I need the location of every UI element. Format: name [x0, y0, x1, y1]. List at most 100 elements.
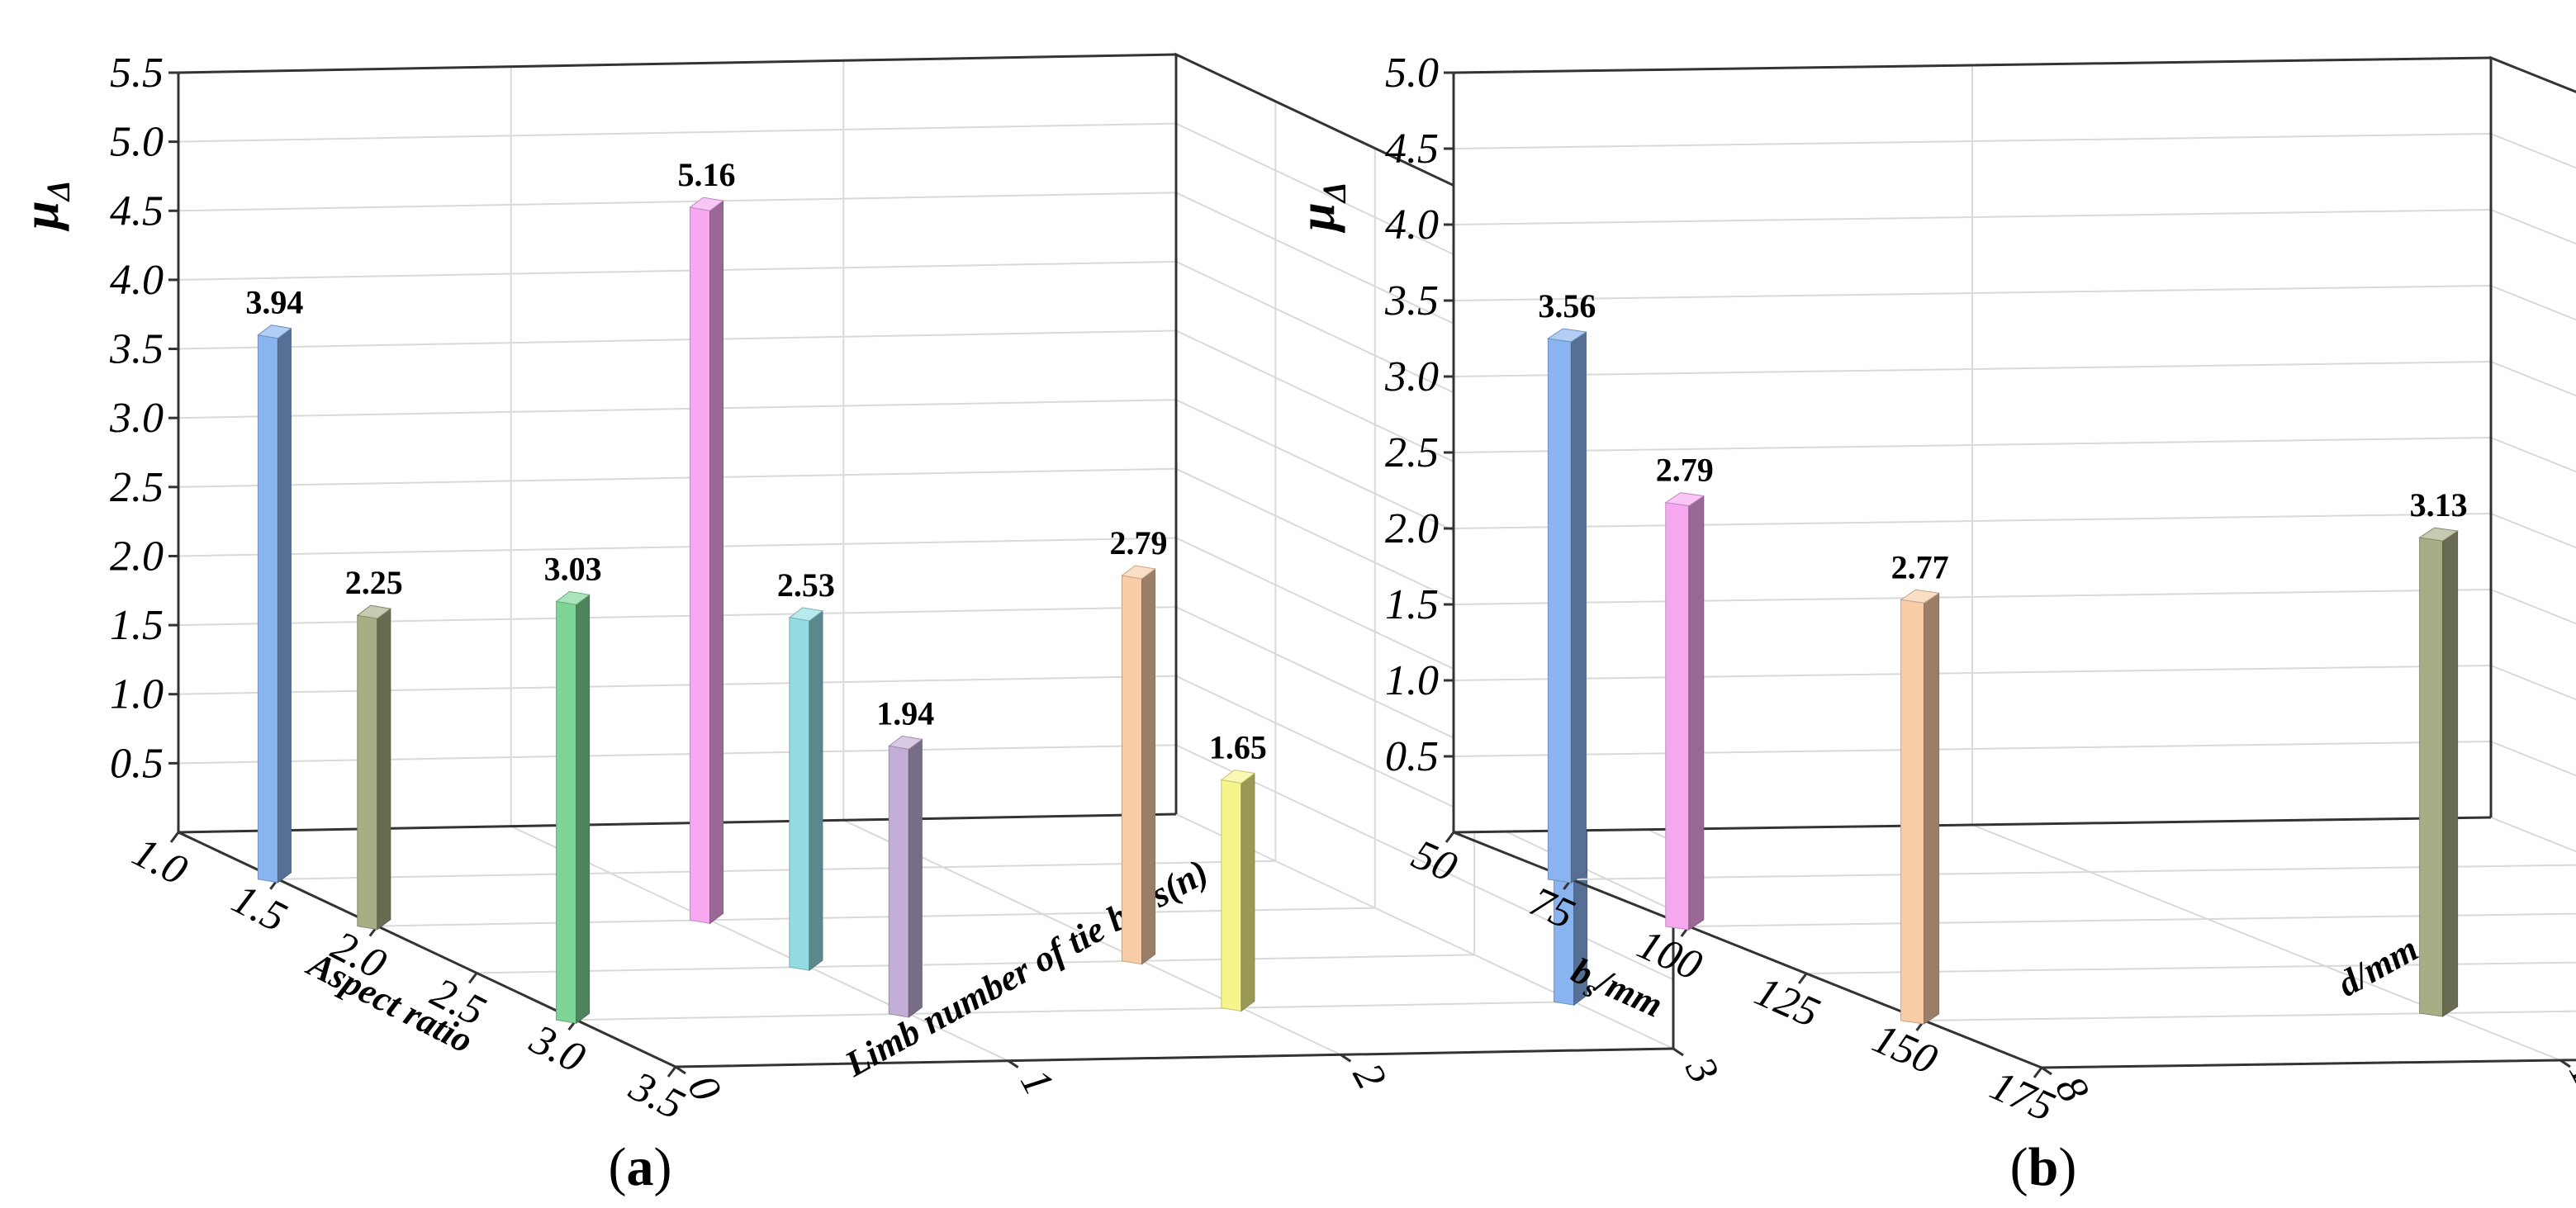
y-axis-title-main: μ: [1289, 202, 1345, 233]
bar-side-face: [2442, 530, 2459, 1017]
bar-front-face: [690, 206, 710, 924]
y-tick-label: 1.0: [1385, 657, 1439, 704]
y-tick-label: 1.5: [1385, 581, 1439, 628]
bar-value-label: 2.79: [1656, 452, 1714, 489]
axis-frame: [177, 73, 1674, 1068]
bar-side-face: [1688, 495, 1705, 931]
back-frame: [2489, 55, 2576, 817]
y-tick-label: 4.5: [1385, 126, 1439, 173]
bar-front-face: [888, 745, 909, 1018]
x-gridline: [1688, 912, 2576, 927]
bar-front-face: [1122, 575, 1142, 965]
bar-value-label: 5.16: [677, 156, 735, 193]
y-tick-label: 4.0: [1385, 201, 1439, 249]
z-tick-label: 0: [678, 1068, 730, 1109]
panel-label-close: ): [654, 1137, 672, 1197]
bar-value-label: 2.79: [1110, 524, 1168, 561]
bar-value-label: 3.56: [1538, 287, 1596, 325]
x-tick-mark: [169, 831, 180, 843]
y-tick-label: 3.0: [1384, 353, 1439, 400]
z-tick-mark: [1007, 1059, 1019, 1068]
y-axis-title-sub: Δ: [1316, 182, 1353, 204]
y-tick-label: 0.5: [110, 740, 164, 787]
x-tick-label: 50: [1405, 831, 1464, 891]
bar-side-face: [809, 609, 823, 972]
y-axis-title: μΔ: [13, 180, 77, 232]
bar-value-label: 1.65: [1209, 729, 1267, 766]
y-axis-title-main: μ: [13, 201, 69, 231]
bar-2.25: 2.25: [345, 564, 403, 931]
bar-2.53: 2.53: [777, 566, 835, 972]
bar-top-face: [689, 197, 724, 211]
x-tick-mark: [468, 972, 478, 984]
z-axis-back: [178, 812, 1177, 834]
bar-top-face: [1121, 565, 1156, 580]
z-axis-back: [1453, 816, 2492, 834]
bar-value-label: 1.94: [876, 694, 934, 732]
bar-value-label: 3.13: [2410, 486, 2468, 523]
bar-side-face: [277, 327, 292, 883]
top-edge: [1453, 56, 2492, 74]
y-tick-label: 5.0: [1385, 50, 1439, 97]
y-tick-label: 4.5: [110, 187, 164, 234]
bar-2.77: 2.77: [1891, 548, 1949, 1025]
y-tick-label: 1.0: [110, 671, 164, 718]
bar-side-face: [709, 200, 723, 925]
bar-1.65: 1.65: [1209, 729, 1267, 1012]
bar-top-face: [788, 607, 824, 622]
z-tick-mark: [1340, 1054, 1352, 1063]
bar-value-label: 2.53: [777, 566, 835, 604]
bar-side-face: [1141, 568, 1155, 965]
z-tick-mark: [2559, 1059, 2571, 1068]
bar-top-face: [555, 590, 591, 605]
z-tick-label: 8: [2046, 1068, 2098, 1110]
bar-side-face: [908, 738, 923, 1018]
bar-top-face: [1900, 589, 1940, 604]
z-tick-mark: [2041, 1066, 2052, 1076]
x-tick-mark: [1445, 831, 1455, 843]
y-tick-label: 4.0: [110, 257, 164, 304]
x-tick-label: 3.0: [522, 1016, 592, 1082]
y-tick-label: 2.5: [1385, 429, 1439, 476]
x-gridline: [1806, 961, 2576, 974]
x-tick-mark: [2033, 1067, 2043, 1078]
panel-label-close: ): [2058, 1137, 2076, 1197]
y-tick-label: 1.5: [110, 602, 164, 649]
bar-front-face: [257, 334, 278, 883]
bar-side-face: [377, 608, 391, 931]
bar-side-face: [576, 594, 591, 1025]
z-tick-label: 2: [1344, 1056, 1396, 1097]
x-tick-mark: [667, 1066, 677, 1078]
y-tick-label: 3.5: [1384, 277, 1439, 325]
bar-side-face: [1241, 772, 1255, 1012]
y-axis-title: μΔ: [1289, 182, 1353, 234]
back-walls: [177, 52, 1675, 1068]
bar-front-face: [789, 617, 810, 971]
panel-label-open: (: [2010, 1137, 2028, 1197]
bar-3.94: 3.94: [245, 284, 303, 883]
bar-front-face: [2419, 537, 2444, 1017]
bar-top-face: [257, 325, 292, 339]
y-tick-label: 2.0: [110, 533, 164, 580]
bar-front-face: [1221, 779, 1242, 1012]
y-tick-label: 5.0: [110, 119, 164, 166]
panel-label: (b): [2010, 1137, 2077, 1197]
bar-side-face: [1570, 331, 1587, 883]
y-tick-label: 2.0: [1385, 505, 1439, 552]
bar-front-face: [1665, 502, 1690, 931]
z-tick-label: 3: [1676, 1049, 1728, 1092]
bar-value-label: 2.25: [345, 564, 403, 601]
z-axis-title: d/mm: [2331, 928, 2425, 1005]
panel-label-letter: b: [2028, 1137, 2059, 1197]
bar-5.16: 5.16: [677, 156, 735, 925]
bar-2.79: 2.79: [1110, 524, 1168, 965]
y-axis-title-sub: Δ: [40, 180, 77, 202]
y-tick-label: 3.5: [109, 326, 164, 373]
bar-top-face: [1664, 492, 1705, 507]
y-tick-label: 3.0: [109, 395, 164, 442]
chart-panel-b: 0.51.01.52.02.53.03.54.04.55.05075100125…: [1289, 50, 2576, 1197]
bar-side-face: [1924, 592, 1940, 1025]
back-walls: [1452, 55, 2576, 1069]
top-edge: [178, 53, 1177, 74]
